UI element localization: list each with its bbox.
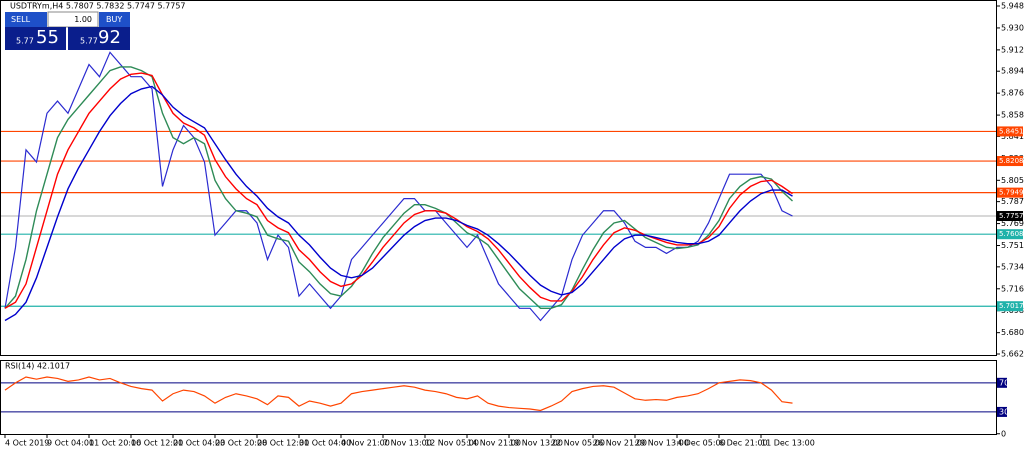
x-tick-label: 6 Dec 21:00	[719, 439, 768, 448]
y-tick-label: 5.7340	[1001, 262, 1024, 271]
price-level-label: 5.8208	[999, 157, 1024, 165]
x-tick-label: 11 Dec 13:00	[761, 439, 815, 448]
sell-price-big: 55	[36, 27, 59, 48]
indicator-line	[4, 66, 793, 309]
rsi-frame	[0, 360, 997, 435]
buy-price-big: 92	[98, 27, 121, 48]
price-line	[4, 51, 793, 322]
price-level-box	[997, 126, 1023, 137]
y-tick-label: 5.9120	[1001, 45, 1024, 54]
price-level-label: 5.7017	[999, 302, 1024, 310]
x-tick-label: 14 Nov 21:00	[467, 439, 521, 448]
x-tick-label: 11 Oct 20:00	[89, 439, 141, 448]
x-tick-label: 21 Oct 04:00	[173, 439, 225, 448]
price-level-box	[997, 211, 1023, 222]
price-level-box	[997, 229, 1023, 240]
indicator-line	[4, 85, 793, 322]
price-level-box	[997, 156, 1023, 167]
x-tick-label: 23 Oct 20:00	[215, 439, 267, 448]
x-tick-label: 28 Oct 12:00	[257, 439, 309, 448]
buy-price-box[interactable]	[68, 27, 130, 50]
x-tick-label: 31 Oct 04:00	[299, 439, 351, 448]
y-tick-label: 5.8050	[1001, 176, 1024, 185]
trade-panel: SELL 1.00 BUY 5.77 55 5.77 92	[5, 11, 130, 50]
buy-button[interactable]	[99, 12, 130, 27]
indicator-line	[4, 376, 793, 412]
y-tick-label: 5.9300	[1001, 23, 1024, 32]
x-tick-label: 16 Oct 12:00	[131, 439, 183, 448]
level-label-box	[997, 377, 1007, 388]
x-tick-label: 12 Nov 05:00	[425, 439, 479, 448]
x-tick-label: 26 Nov 21:00	[593, 439, 647, 448]
y-tick-label: 70	[999, 378, 1009, 387]
lot-value: 1.00	[74, 15, 92, 24]
x-tick-label: 4 Nov 21:00	[341, 439, 390, 448]
symbol-info: USDTRYm,H4 5.7807 5.7832 5.7747 5.7757	[10, 2, 186, 11]
y-tick-label: 30	[999, 407, 1009, 416]
x-tick-label: 19 Nov 13:00	[509, 439, 563, 448]
x-tick-label: 4 Dec 05:00	[677, 439, 726, 448]
level-label-box	[997, 406, 1007, 417]
indicator-line	[4, 72, 793, 309]
x-tick-label: 22 Nov 05:00	[551, 439, 605, 448]
price-level-box	[997, 187, 1023, 198]
x-tick-label: 7 Nov 13:00	[383, 439, 432, 448]
price-level-label: 5.7608	[999, 230, 1024, 238]
sell-button[interactable]	[5, 12, 47, 27]
price-level-box	[997, 301, 1023, 312]
buy-price-small: 5.77	[80, 37, 98, 46]
y-tick-label: 0	[1001, 429, 1006, 438]
main-frame	[0, 0, 997, 356]
price-level-label: 5.8451	[999, 127, 1024, 135]
sell-label: SELL	[11, 15, 31, 24]
rsi-title: RSI(14) 42.1017	[5, 362, 70, 371]
x-tick-label: 4 Oct 2019	[5, 439, 49, 448]
y-tick-label: 5.9480	[1001, 2, 1024, 11]
price-level-label: 5.7757	[999, 212, 1024, 220]
sell-price-box[interactable]	[5, 27, 66, 50]
price-level-label: 5.7949	[999, 189, 1024, 197]
x-tick-label: 9 Oct 04:00	[47, 439, 94, 448]
y-tick-label: 5.6800	[1001, 328, 1024, 337]
buy-label: BUY	[106, 15, 122, 24]
sell-price-small: 5.77	[16, 37, 34, 46]
x-tick-label: 29 Nov 13:00	[635, 439, 689, 448]
y-tick-label: 5.7160	[1001, 284, 1024, 293]
